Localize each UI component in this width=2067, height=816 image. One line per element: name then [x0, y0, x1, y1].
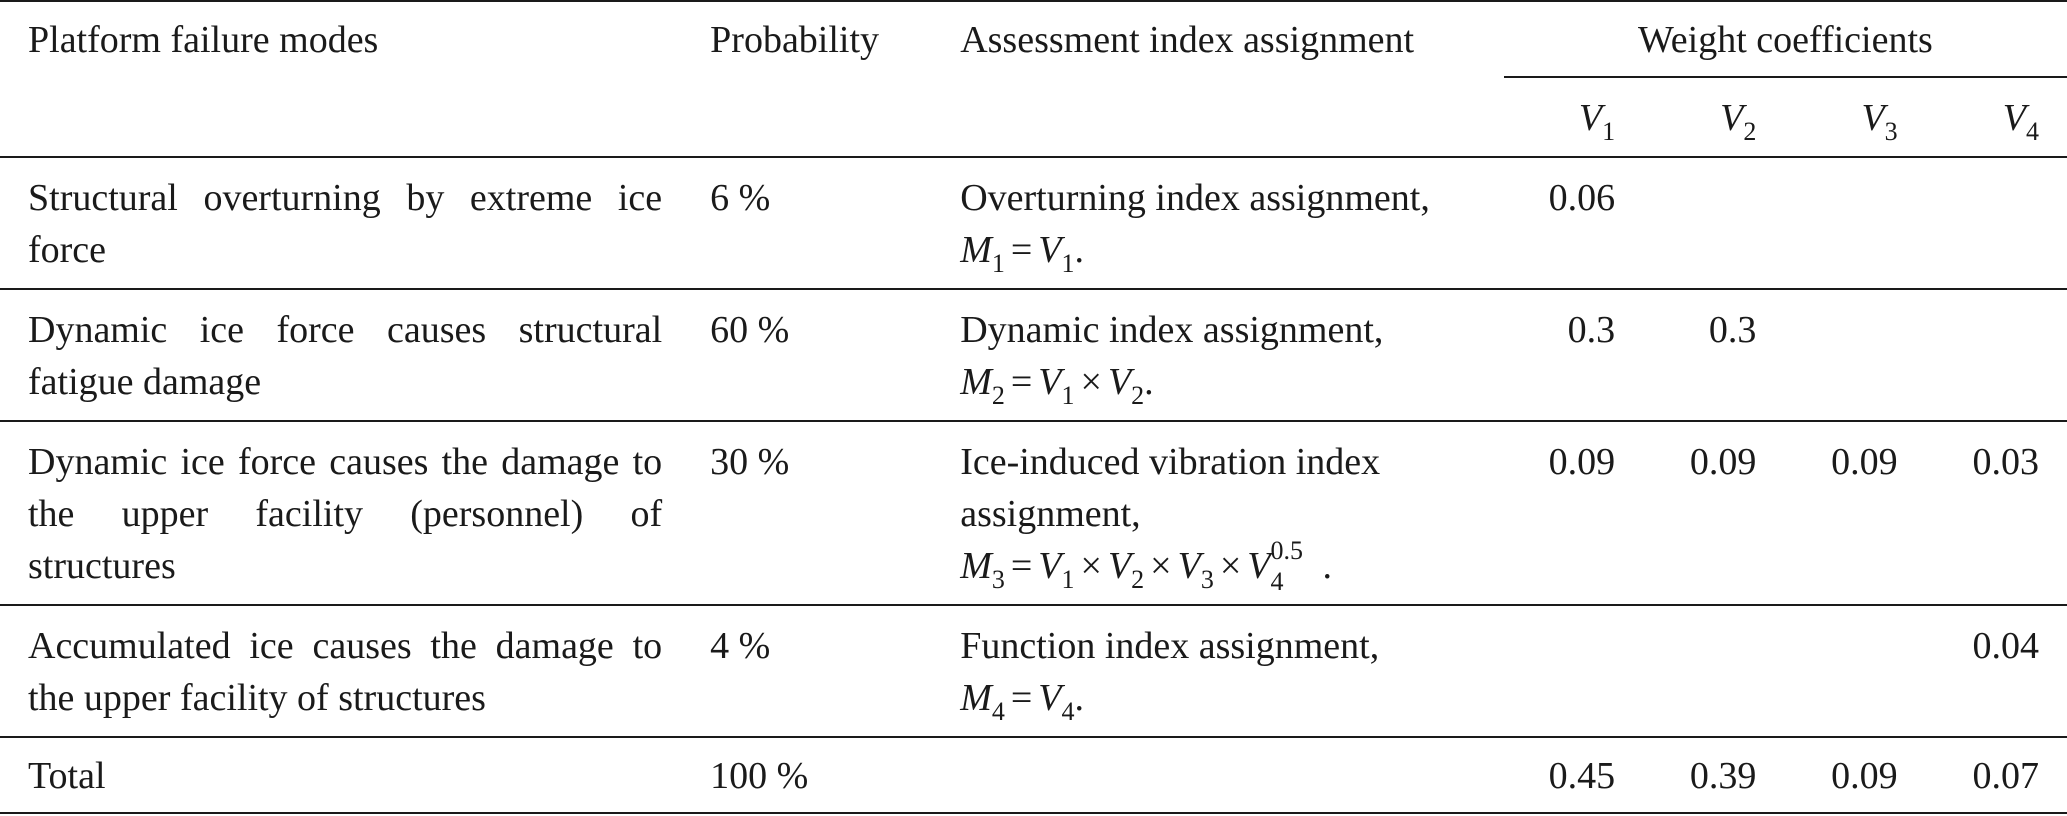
header-v2: V2 — [1720, 97, 1757, 146]
weight-v4 — [1928, 157, 2067, 289]
row-assessment: Dynamic index assignment, M2 = V1 × V2. — [930, 289, 1504, 421]
weight-v2: 0.09 — [1689, 441, 1757, 483]
weight-v3 — [1786, 605, 1927, 737]
header-assessment: Assessment index assignment — [960, 19, 1415, 61]
table-row: Structural overturning by extreme ice fo… — [0, 157, 2067, 289]
header-v-row: V1 V2 V3 V4 — [0, 77, 2067, 157]
row-assessment: Ice-induced vibration index assignment, … — [930, 421, 1504, 605]
header-v1: V1 — [1578, 97, 1616, 146]
row-formula: M2 = V1 × V2. — [960, 361, 1154, 410]
total-probability: 100 % — [710, 755, 809, 797]
weight-v3: 0.09 — [1831, 441, 1898, 483]
weight-v3 — [1786, 289, 1927, 421]
row-probability: 30 % — [710, 441, 790, 483]
weight-v1 — [1504, 605, 1645, 737]
header-v3: V3 — [1861, 97, 1898, 146]
weight-v2 — [1645, 605, 1786, 737]
total-v4: 0.07 — [1972, 755, 2040, 797]
weight-v4: 0.04 — [1972, 625, 2040, 667]
row-formula: M1 = V1. — [960, 229, 1085, 278]
weight-v2 — [1645, 157, 1786, 289]
total-v3: 0.09 — [1831, 755, 1898, 797]
total-row: Total 100 % 0.45 0.39 0.09 0.07 — [0, 737, 2067, 813]
row-formula: M4 = V4. — [960, 677, 1085, 726]
weight-v1: 0.3 — [1567, 309, 1616, 351]
header-mode: Platform failure modes — [28, 19, 379, 61]
weight-v1: 0.09 — [1548, 441, 1616, 483]
row-mode: Dynamic ice force causes the damage to t… — [28, 441, 663, 587]
total-v1: 0.45 — [1548, 755, 1616, 797]
total-label: Total — [28, 755, 106, 797]
weight-v4 — [1928, 289, 2067, 421]
weight-v3 — [1786, 157, 1927, 289]
header-weights: Weight coefficients — [1503, 1, 2067, 78]
weight-v4: 0.03 — [1972, 441, 2040, 483]
row-probability: 4 % — [710, 625, 771, 667]
header-row: Platform failure modes Probability Asses… — [0, 1, 2067, 78]
weight-v2: 0.3 — [1708, 309, 1757, 351]
row-assessment: Function index assignment, M4 = V4. — [930, 605, 1504, 737]
total-v2: 0.39 — [1689, 755, 1757, 797]
row-probability: 60 % — [710, 309, 790, 351]
row-mode: Structural overturning by extreme ice fo… — [28, 177, 663, 271]
header-probability: Probability — [710, 19, 880, 61]
row-formula: M3 = V1 × V2 × V3 × V 0.5 4. — [960, 536, 1332, 596]
row-mode: Accumulated ice causes the damage to the… — [28, 625, 663, 719]
row-mode: Dynamic ice force causes structural fati… — [28, 309, 663, 403]
weight-v1: 0.06 — [1548, 177, 1616, 219]
row-assessment: Overturning index assignment, M1 = V1. — [930, 157, 1504, 289]
table-row: Accumulated ice causes the damage to the… — [0, 605, 2067, 737]
row-probability: 6 % — [710, 177, 771, 219]
table-row: Dynamic ice force causes the damage to t… — [0, 421, 2067, 605]
table-row: Dynamic ice force causes structural fati… — [0, 289, 2067, 421]
header-v4: V4 — [2002, 97, 2039, 146]
